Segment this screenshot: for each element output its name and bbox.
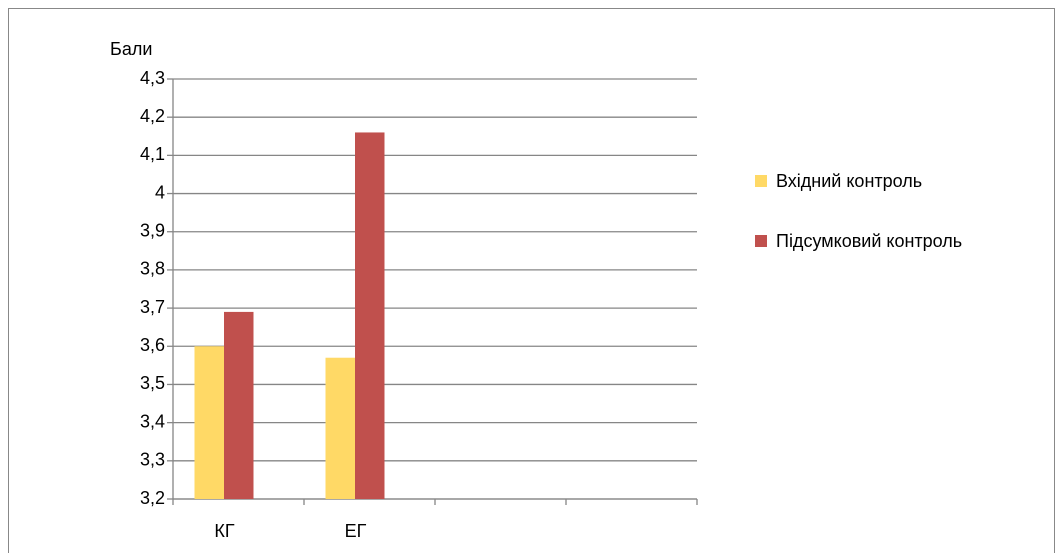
bar bbox=[194, 346, 224, 499]
legend-swatch bbox=[755, 235, 767, 247]
bar bbox=[355, 132, 385, 500]
y-tick-label: 3,2 bbox=[140, 488, 165, 508]
y-tick-label: 4,2 bbox=[140, 106, 165, 126]
y-tick-label: 4 bbox=[155, 182, 165, 202]
y-tick-label: 3,3 bbox=[140, 450, 165, 470]
legend-label: Вхідний контроль bbox=[776, 171, 923, 191]
bar bbox=[325, 357, 355, 499]
legend-item: Підсумковий контроль bbox=[755, 226, 970, 256]
chart-frame bbox=[8, 8, 1055, 553]
y-tick-label: 3,8 bbox=[140, 259, 165, 279]
y-tick-label: 4,3 bbox=[140, 68, 165, 88]
y-tick-label: 3,9 bbox=[140, 220, 165, 240]
legend: Вхідний контроль Підсумковий контроль bbox=[755, 166, 970, 286]
y-tick-label: 3,4 bbox=[140, 411, 165, 431]
x-tick-label: ЕГ bbox=[345, 521, 367, 541]
legend-item: Вхідний контроль bbox=[755, 166, 970, 196]
legend-swatch bbox=[755, 175, 767, 187]
y-axis-title: Бали bbox=[110, 39, 152, 59]
y-tick-label: 3,6 bbox=[140, 335, 165, 355]
x-tick-label: КГ bbox=[214, 521, 234, 541]
y-tick-label: 4,1 bbox=[140, 144, 165, 164]
bar bbox=[224, 311, 254, 499]
y-tick-label: 3,5 bbox=[140, 373, 165, 393]
y-tick-label: 3,7 bbox=[140, 297, 165, 317]
legend-label: Підсумковий контроль bbox=[776, 231, 963, 251]
